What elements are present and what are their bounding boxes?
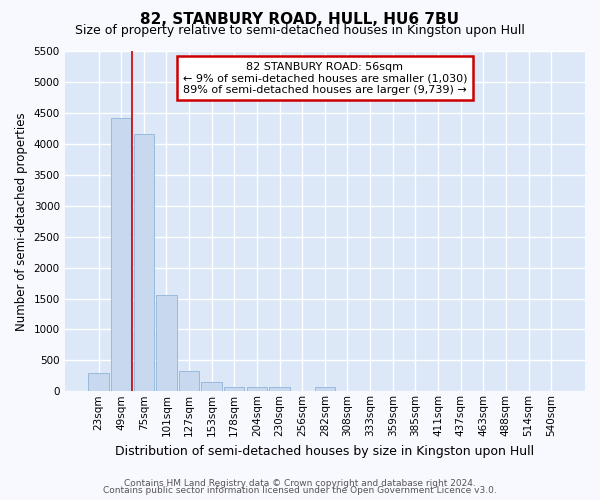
Bar	[111, 118, 131, 392]
Bar	[202, 382, 222, 392]
Text: Contains public sector information licensed under the Open Government Licence v3: Contains public sector information licen…	[103, 486, 497, 495]
Bar	[179, 371, 199, 392]
Text: 82, STANBURY ROAD, HULL, HU6 7BU: 82, STANBURY ROAD, HULL, HU6 7BU	[140, 12, 460, 28]
Bar	[247, 387, 267, 392]
Bar	[224, 386, 244, 392]
Bar	[292, 390, 313, 392]
Text: Size of property relative to semi-detached houses in Kingston upon Hull: Size of property relative to semi-detach…	[75, 24, 525, 37]
Bar	[88, 373, 109, 392]
Bar	[134, 134, 154, 392]
Bar	[269, 387, 290, 392]
Bar	[314, 386, 335, 392]
Bar	[156, 295, 176, 392]
X-axis label: Distribution of semi-detached houses by size in Kingston upon Hull: Distribution of semi-detached houses by …	[115, 444, 535, 458]
Y-axis label: Number of semi-detached properties: Number of semi-detached properties	[15, 112, 28, 330]
Text: 82 STANBURY ROAD: 56sqm
← 9% of semi-detached houses are smaller (1,030)
89% of : 82 STANBURY ROAD: 56sqm ← 9% of semi-det…	[182, 62, 467, 95]
Text: Contains HM Land Registry data © Crown copyright and database right 2024.: Contains HM Land Registry data © Crown c…	[124, 478, 476, 488]
